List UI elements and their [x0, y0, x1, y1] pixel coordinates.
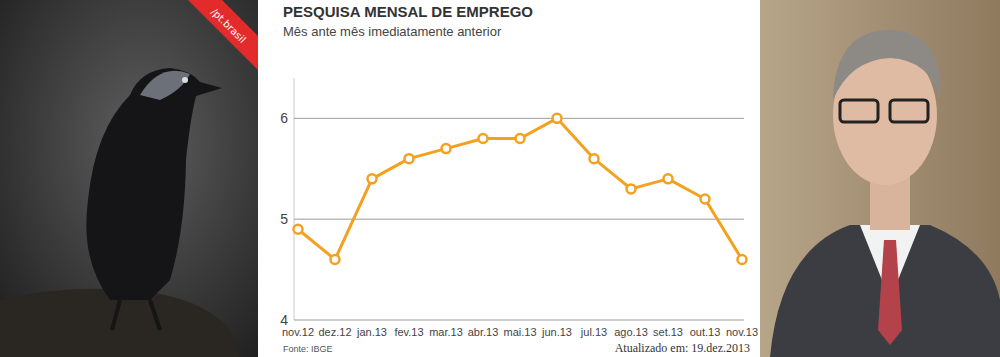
point [516, 134, 525, 143]
grid-line [294, 219, 744, 220]
badge-text: /pt.brasil [209, 6, 248, 45]
chart-bg [262, 0, 756, 357]
x-tick-label: dez.12 [318, 326, 351, 338]
tie [878, 240, 902, 345]
point [368, 174, 377, 183]
crow-nape [140, 71, 190, 100]
title: PESQUISA MENSAL DE EMPREGO [283, 3, 533, 20]
page: /pt.brasil PESQUISA MENSAL DE EMPREGO Mês … [0, 0, 1000, 357]
point [590, 154, 599, 163]
point [405, 154, 414, 163]
point [331, 255, 340, 264]
x-tick-label: ago.13 [614, 326, 648, 338]
point [701, 195, 710, 204]
plot [294, 114, 747, 264]
point [553, 114, 562, 123]
crow-legs [112, 300, 160, 330]
point [738, 255, 747, 264]
point [442, 144, 451, 153]
glasses [840, 100, 878, 122]
line [298, 118, 742, 259]
x-tick-label: jan.13 [356, 326, 387, 338]
point [664, 174, 673, 183]
source: Fonte: IBGE [283, 344, 333, 354]
y-tick-label: 5 [280, 211, 288, 227]
hair [833, 30, 940, 100]
glasses [890, 100, 928, 122]
crow-body [86, 68, 222, 300]
point [479, 134, 488, 143]
x-tick-label: mar.13 [429, 326, 463, 338]
point [627, 184, 636, 193]
x-tick-label: nov.13 [726, 326, 758, 338]
x-tick-label: set.13 [653, 326, 683, 338]
x-tick-label: nov.12 [282, 326, 314, 338]
photo-right [760, 0, 1000, 357]
point [294, 225, 303, 234]
subtitle: Mês ante mês imediatamente anterior [283, 24, 502, 39]
grid-line [294, 118, 744, 119]
photo-left [0, 0, 258, 357]
y-tick-label: 6 [280, 110, 288, 126]
grid-line [294, 320, 744, 321]
suit [770, 225, 1000, 357]
updated: Atualizado em: 19.dez.2013 [615, 341, 750, 355]
ribbon [188, 0, 258, 70]
crow-eye [182, 77, 188, 83]
x-tick-label: mai.13 [503, 326, 536, 338]
x-tick-label: jul.13 [580, 326, 607, 338]
x-tick-label: out.13 [690, 326, 721, 338]
y-axis [294, 78, 295, 320]
x-tick-label: fev.13 [394, 326, 423, 338]
x-tick-label: abr.13 [468, 326, 499, 338]
x-tick-label: jun.13 [541, 326, 572, 338]
